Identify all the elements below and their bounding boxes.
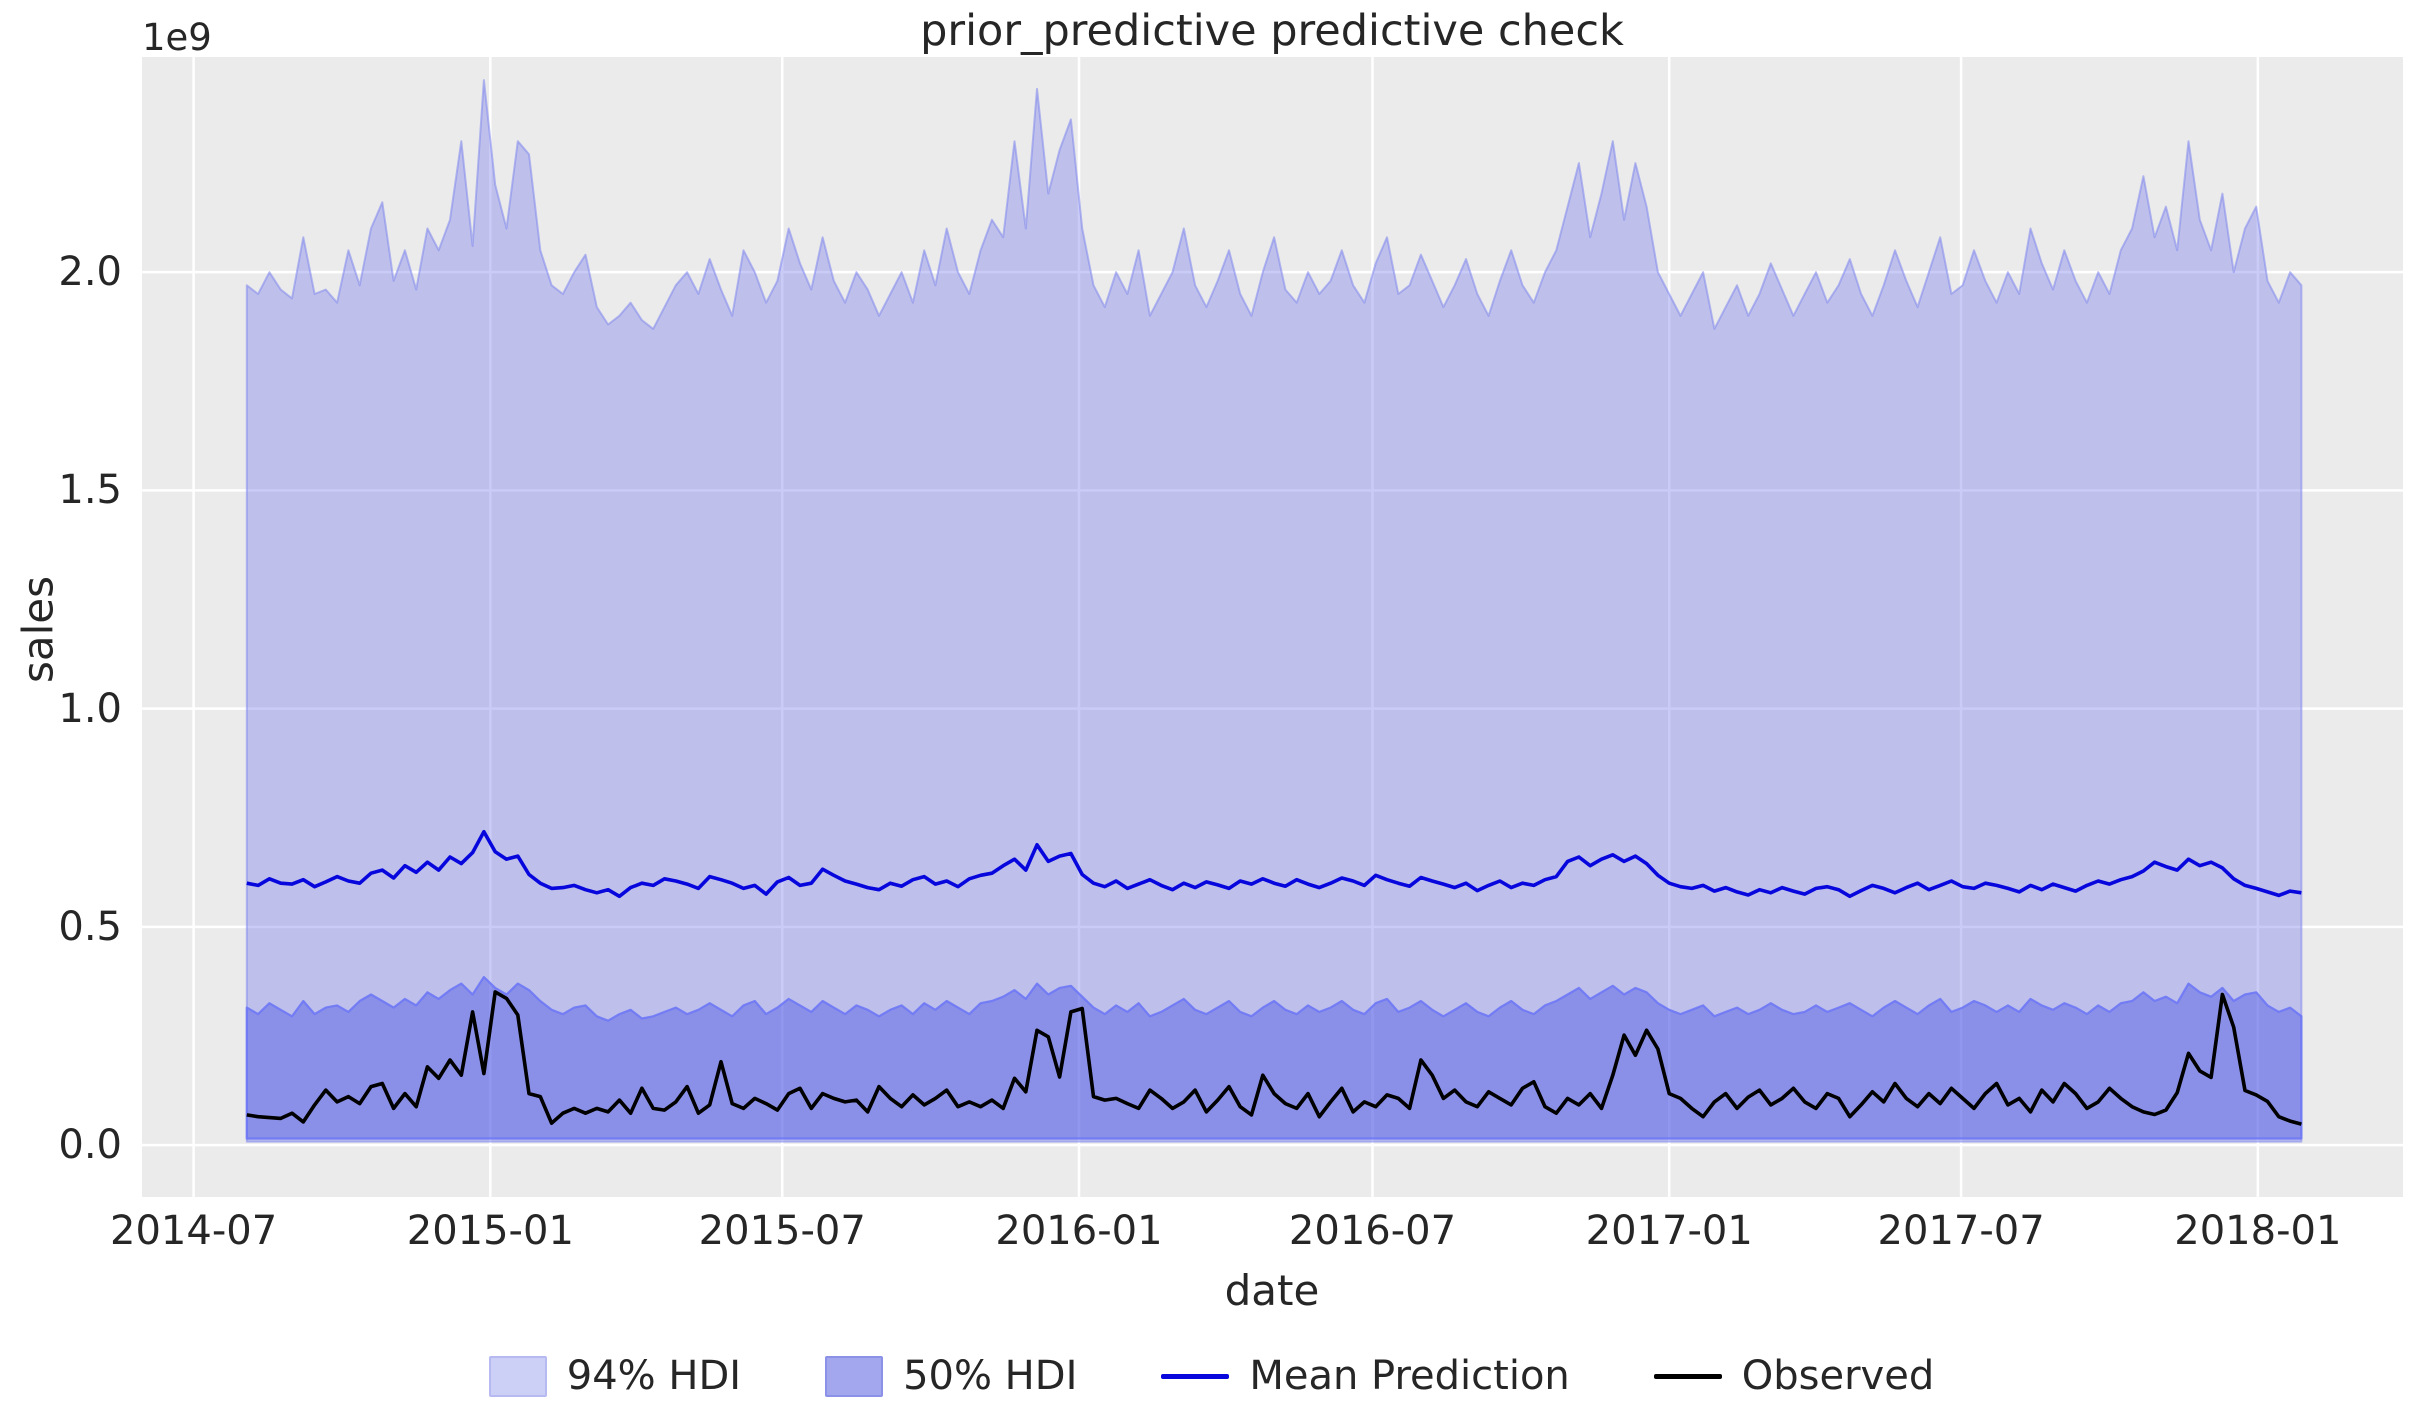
legend-item-mean-prediction: Mean Prediction xyxy=(1161,1353,1570,1399)
legend-item-50-hdi: 50% HDI xyxy=(825,1353,1077,1399)
y-axis-offset-label: 1e9 xyxy=(142,16,212,59)
x-tick-label: 2016-01 xyxy=(995,1208,1163,1254)
x-tick-label: 2016-07 xyxy=(1288,1208,1457,1254)
legend-label-94-hdi: 94% HDI xyxy=(566,1353,742,1399)
legend-label-observed: Observed xyxy=(1741,1353,1935,1399)
hdi-50-swatch-icon xyxy=(825,1355,884,1397)
mean-prediction-line-icon xyxy=(1161,1373,1230,1379)
y-tick-label: 1.5 xyxy=(58,467,122,514)
legend: 94% HDI 50% HDI Mean Prediction Observed xyxy=(0,1344,2423,1408)
hdi-94-swatch-icon xyxy=(488,1355,547,1397)
legend-item-observed: Observed xyxy=(1653,1353,1935,1399)
x-tick-label: 2017-01 xyxy=(1585,1208,1753,1254)
chart-title: prior_predictive predictive check xyxy=(920,6,1624,56)
y-tick-label: 2.0 xyxy=(58,249,122,296)
y-tick-label: 1.0 xyxy=(58,685,122,732)
y-tick-label: 0.0 xyxy=(58,1122,122,1169)
x-axis-label: date xyxy=(1224,1266,1320,1315)
y-tick-label: 0.5 xyxy=(58,903,122,950)
legend-item-94-hdi: 94% HDI xyxy=(488,1353,742,1399)
legend-label-mean-prediction: Mean Prediction xyxy=(1249,1353,1570,1399)
x-tick-label: 2015-07 xyxy=(698,1208,866,1254)
observed-line-icon xyxy=(1653,1373,1722,1379)
legend-label-50-hdi: 50% HDI xyxy=(903,1353,1078,1399)
x-tick-label: 2018-01 xyxy=(2174,1208,2342,1254)
x-tick-label: 2015-01 xyxy=(406,1208,574,1254)
x-tick-label: 2017-07 xyxy=(1877,1208,2045,1254)
x-tick-label: 2014-07 xyxy=(110,1208,278,1254)
